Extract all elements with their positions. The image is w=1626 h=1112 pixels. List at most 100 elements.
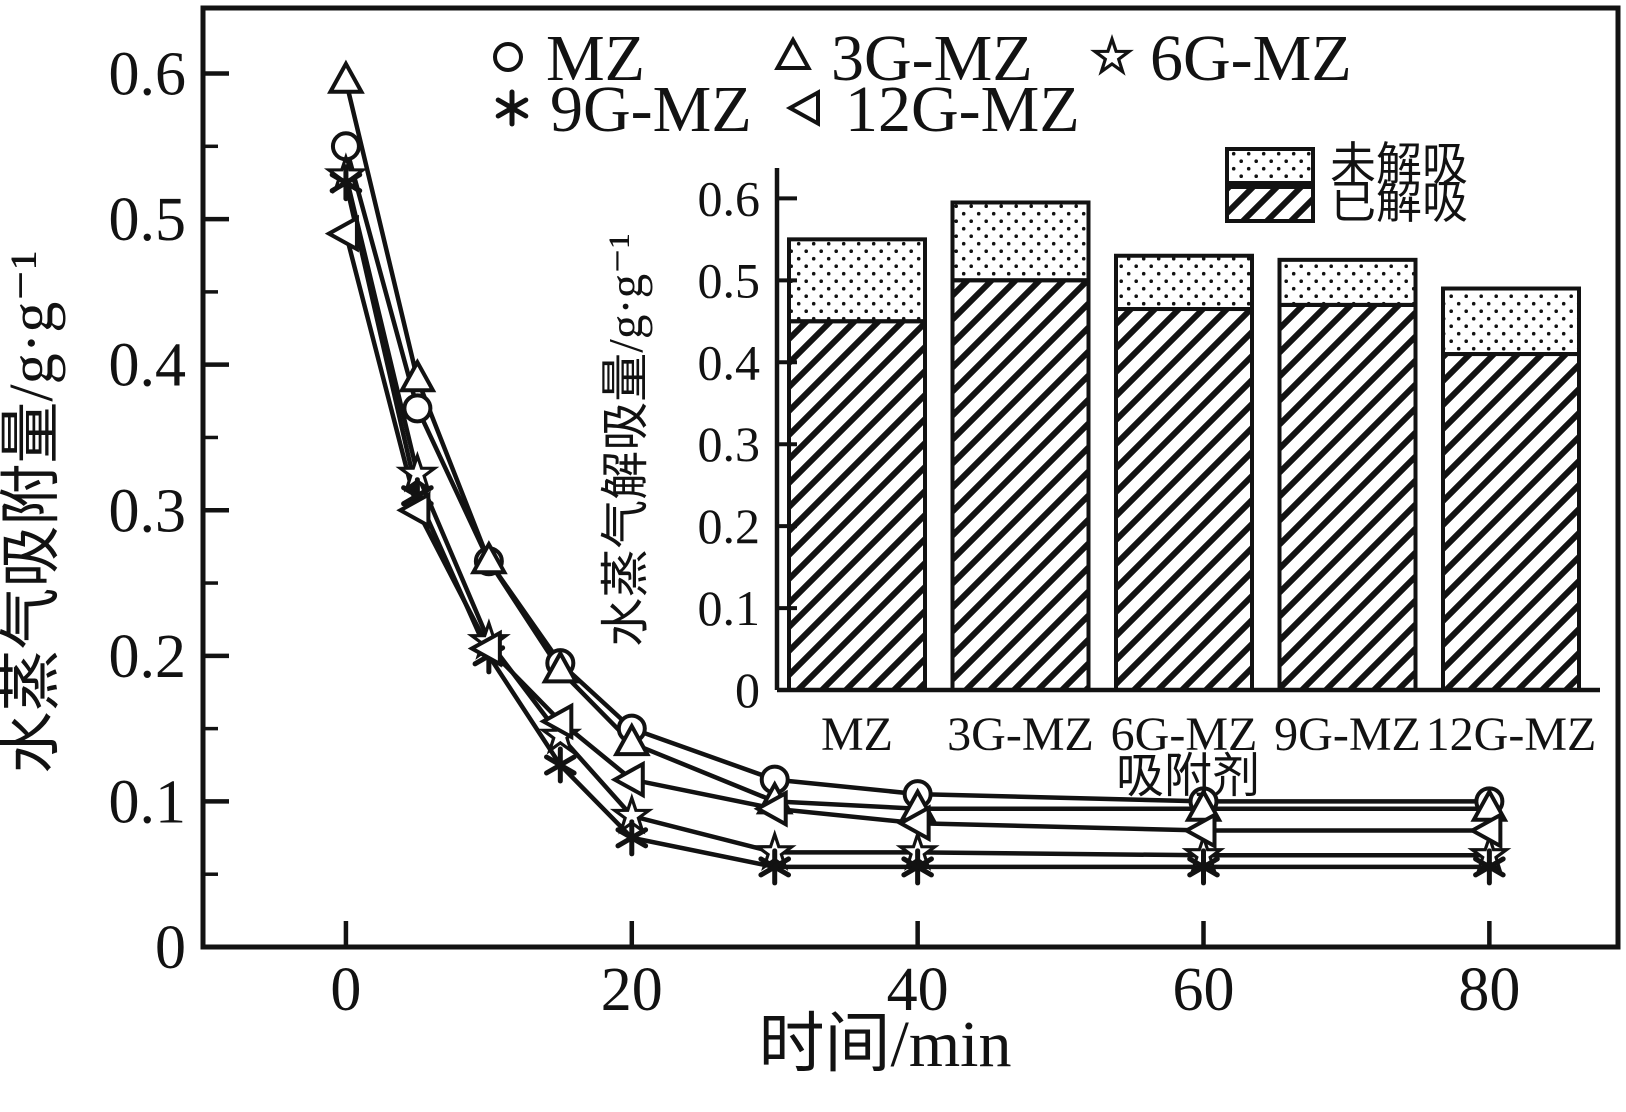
triangle-left-glyph (324, 214, 359, 253)
triangle-left-glyph (396, 491, 431, 530)
inset-y-tick-label: 0.2 (698, 498, 761, 554)
asterisk-marker (1473, 848, 1506, 886)
legend-entry-MZ: MZ (493, 22, 645, 95)
x-tick-label: 80 (1458, 956, 1520, 1024)
bar-undesorbed-9G-MZ (1277, 257, 1418, 307)
inset-chart: 0 0.1 0.2 0.3 0.4 0.5 0.6 MZ 3G-MZ 6G-MZ 9G-MZ 12G-… (598, 139, 1600, 803)
inset-legend-label-已解吸: 已解吸 (1330, 177, 1468, 228)
bar-MZ: MZ (787, 237, 927, 761)
bar-undesorbed-MZ (787, 237, 927, 324)
triangle-up-marker (541, 649, 580, 684)
triangle-left-marker (324, 214, 359, 253)
bar-6G-MZ: 6G-MZ (1111, 253, 1258, 761)
inset-y-tick-label: 0.1 (698, 580, 761, 636)
triangle-left-marker (785, 89, 820, 127)
circle-glyph (493, 42, 523, 72)
asterisk-glyph (329, 172, 363, 194)
inset-y-tick-label: 0.6 (698, 170, 761, 226)
inset-legend-entry-已解吸: 已解吸 (1225, 177, 1468, 228)
triangle-left-marker (610, 760, 645, 799)
triangle-up-glyph (469, 540, 508, 575)
triangle-left-glyph (896, 804, 931, 843)
inset-y-tick-label: 0.5 (698, 252, 761, 308)
asterisk-glyph (901, 856, 934, 878)
main-legend: MZ 3G-MZ 6G-MZ 9G-MZ 12G-MZ (493, 22, 1352, 146)
asterisk-marker (329, 164, 363, 202)
inset-category-label: MZ (821, 708, 893, 761)
triangle-left-glyph (1182, 811, 1217, 850)
inset-legend-entry-未解吸: 未解吸 (1225, 139, 1468, 190)
bar-12G-MZ: 12G-MZ (1426, 286, 1597, 761)
inset-legend-swatch (1225, 147, 1315, 185)
legend-label-9G-MZ: 9G-MZ (550, 73, 752, 146)
triangle-left-marker (539, 702, 574, 741)
inset-category-label: 6G-MZ (1111, 708, 1258, 761)
y-tick-label: 0.5 (109, 186, 187, 254)
triangle-left-marker (753, 789, 788, 828)
bar-9G-MZ: 9G-MZ (1274, 257, 1421, 761)
triangle-left-glyph (785, 89, 820, 127)
star-marker (1090, 33, 1134, 76)
triangle-up-marker (774, 35, 812, 70)
y-tick-label: 0 (155, 914, 186, 982)
inset-category-label: 9G-MZ (1274, 708, 1421, 761)
triangle-left-marker (396, 491, 431, 530)
inset-y-axis: 0 0.1 0.2 0.3 0.4 0.5 0.6 (698, 170, 797, 718)
y-tick-label: 0.3 (109, 477, 187, 545)
bar-desorbed-3G-MZ (950, 278, 1091, 693)
inset-y-tick-label: 0.3 (698, 416, 761, 472)
inset-category-label: 12G-MZ (1426, 708, 1597, 761)
y-tick-label: 0.4 (109, 332, 187, 400)
triangle-left-marker (1468, 811, 1503, 850)
asterisk-glyph (1187, 856, 1220, 878)
series-markers-12G-MZ (324, 214, 1503, 850)
legend-entry-3G-MZ: 3G-MZ (774, 22, 1033, 95)
bar-desorbed-9G-MZ (1277, 302, 1418, 693)
x-tick-label: 0 (330, 956, 361, 1024)
inset-y-tick-label: 0.4 (698, 334, 761, 390)
legend-label-12G-MZ: 12G-MZ (845, 73, 1080, 146)
x-tick-label: 40 (887, 956, 949, 1024)
y-tick-label: 0.2 (109, 623, 187, 691)
bar-desorbed-MZ (787, 319, 927, 692)
y-tick-label: 0.1 (109, 768, 187, 836)
bar-undesorbed-3G-MZ (950, 200, 1091, 283)
legend-entry-6G-MZ: 6G-MZ (1090, 22, 1352, 95)
triangle-left-marker (1182, 811, 1217, 850)
inset-legend-label-未解吸: 未解吸 (1330, 139, 1468, 190)
legend-label-6G-MZ: 6G-MZ (1150, 22, 1352, 95)
circle-glyph (402, 393, 433, 424)
asterisk-marker (1187, 848, 1220, 886)
triangle-up-glyph (398, 358, 437, 393)
main-y-axis-title: 水蒸气吸附量/g·g⁻¹ (0, 250, 66, 773)
inset-category-label: 3G-MZ (947, 708, 1094, 761)
asterisk-marker (615, 819, 649, 857)
asterisk-marker (495, 89, 529, 127)
inset-bars: MZ 3G-MZ 6G-MZ 9G-MZ 12G-MZ (787, 200, 1597, 761)
inset-legend-swatch (1225, 185, 1315, 223)
triangle-up-glyph (612, 722, 651, 757)
legend-label-MZ: MZ (546, 22, 645, 95)
bar-undesorbed-6G-MZ (1114, 253, 1254, 312)
asterisk-glyph (401, 485, 434, 507)
asterisk-glyph (615, 827, 649, 849)
legend-label-3G-MZ: 3G-MZ (831, 22, 1033, 95)
main-plot-frame (200, 5, 1621, 950)
asterisk-glyph (1473, 856, 1506, 878)
inset-y-tick-label: 0 (735, 662, 760, 718)
main-chart: 0 0.1 0.2 0.3 0.4 0.5 0.6 0 20 40 60 80 时间/min 水蒸气吸附量… (0, 5, 1621, 1081)
triangle-up-glyph (541, 649, 580, 684)
triangle-left-marker (467, 629, 502, 668)
star-glyph (1090, 33, 1134, 76)
series-markers-9G-MZ (329, 164, 1506, 886)
circle-marker (493, 42, 523, 72)
triangle-left-marker (896, 804, 931, 843)
triangle-up-marker (398, 358, 437, 393)
triangle-left-glyph (467, 629, 502, 668)
triangle-left-glyph (753, 789, 788, 828)
bar-undesorbed-12G-MZ (1441, 286, 1581, 357)
legend-entry-12G-MZ: 12G-MZ (785, 73, 1080, 146)
asterisk-glyph (758, 856, 792, 878)
